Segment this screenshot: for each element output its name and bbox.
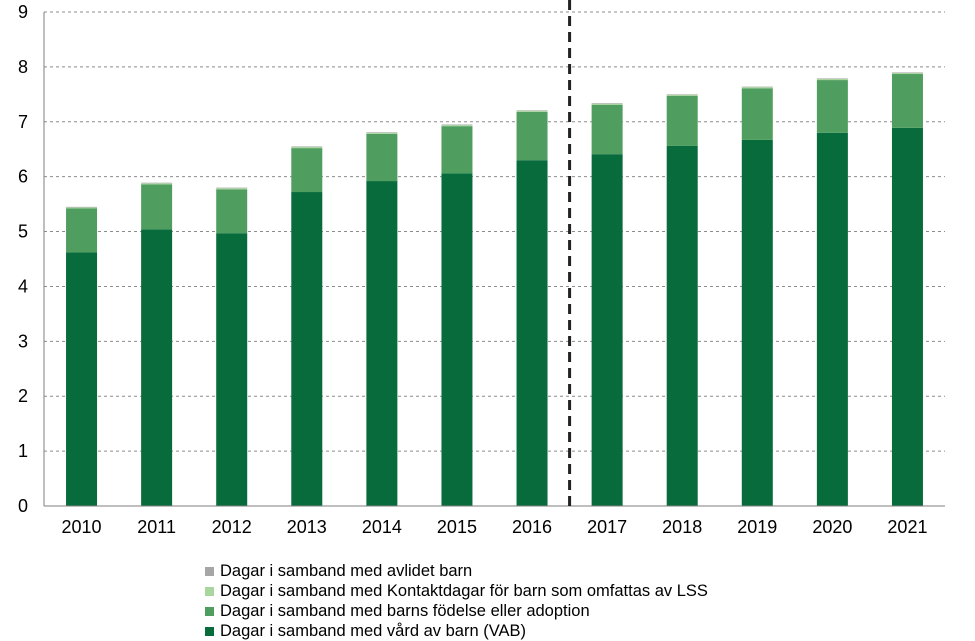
- bar-segment: [216, 189, 248, 234]
- bar-segment: [216, 187, 248, 189]
- bar-segment: [216, 188, 248, 190]
- bar-segment: [591, 154, 623, 506]
- bar-segment: [891, 127, 923, 506]
- bar-segment: [66, 207, 98, 209]
- legend-swatch: [205, 586, 214, 596]
- y-tick-label: 5: [18, 222, 28, 242]
- x-tick-label: 2013: [287, 517, 327, 537]
- bar-segment: [816, 132, 848, 506]
- legend-label: Dagar i samband med avlidet barn: [220, 561, 473, 580]
- bars: [66, 72, 923, 507]
- x-tick-label: 2012: [212, 517, 252, 537]
- bar-segment: [291, 148, 323, 193]
- bar-segment: [441, 173, 473, 506]
- legend-swatch: [205, 606, 214, 616]
- bar-segment: [666, 94, 698, 96]
- bar-segment: [741, 87, 773, 89]
- bar-segment: [366, 132, 398, 133]
- bar-segment: [441, 126, 473, 174]
- bar-segment: [816, 80, 848, 133]
- tick-labels: 0 1 2 3 4 5 6 7 8 9 2010 2011 2012 2013 2014 2015 2016 20…: [18, 2, 927, 537]
- axes: [43, 0, 945, 507]
- legend-item: Dagar i samband med vård av barn (VAB): [205, 621, 708, 641]
- x-tick-label: 2021: [887, 517, 927, 537]
- y-tick-label: 3: [18, 331, 28, 351]
- bar-segment: [591, 103, 623, 104]
- bar-segment: [441, 125, 473, 127]
- bar-segment: [741, 139, 773, 506]
- bar-segment: [216, 233, 248, 507]
- bar-segment: [141, 229, 173, 507]
- x-tick-label: 2017: [587, 517, 627, 537]
- bar-segment: [66, 252, 98, 506]
- bar-segment: [516, 110, 548, 112]
- legend-label: Dagar i samband med Kontaktdagar för bar…: [220, 581, 708, 600]
- bar-segment: [141, 184, 173, 230]
- bar-segment: [516, 110, 548, 111]
- bar-segment: [591, 104, 623, 155]
- bar-segment: [741, 88, 773, 140]
- bar-segment: [666, 95, 698, 146]
- x-tick-label: 2014: [362, 517, 402, 537]
- bar-segment: [891, 72, 923, 75]
- y-tick-label: 2: [18, 386, 28, 406]
- x-tick-label: 2016: [512, 517, 552, 537]
- legend-swatch: [205, 566, 214, 576]
- y-tick-label: 6: [18, 167, 28, 187]
- y-tick-label: 0: [18, 496, 28, 516]
- bar-segment: [666, 145, 698, 506]
- y-tick-label: 9: [18, 2, 28, 22]
- x-tick-label: 2011: [137, 517, 176, 537]
- x-tick-label: 2018: [662, 517, 702, 537]
- bar-segment: [516, 160, 548, 506]
- x-tick-label: 2010: [62, 517, 102, 537]
- x-tick-label: 2019: [737, 517, 777, 537]
- legend-label: Dagar i samband med vård av barn (VAB): [220, 621, 526, 640]
- bar-segment: [366, 181, 398, 506]
- bar-segment: [366, 133, 398, 182]
- x-tick-label: 2015: [437, 517, 477, 537]
- legend-item: Dagar i samband med Kontaktdagar för bar…: [205, 581, 708, 601]
- bar-segment: [291, 147, 323, 149]
- legend-item: Dagar i samband med avlidet barn: [205, 561, 708, 581]
- bar-segment: [441, 124, 473, 126]
- bar-segment: [291, 192, 323, 506]
- y-tick-label: 8: [18, 57, 28, 77]
- bar-segment: [816, 78, 848, 81]
- bar-segment: [366, 132, 398, 134]
- bar-segment: [66, 208, 98, 253]
- legend: Dagar i samband med avlidet barn Dagar i …: [205, 561, 708, 641]
- y-tick-label: 4: [18, 276, 28, 296]
- bar-segment: [741, 86, 773, 88]
- bar-segment: [666, 94, 698, 95]
- bar-segment: [891, 74, 923, 128]
- x-tick-label: 2020: [812, 517, 852, 537]
- y-tick-label: 1: [18, 441, 28, 461]
- gridlines: [44, 11, 945, 452]
- y-tick-label: 7: [18, 112, 28, 132]
- bar-segment: [516, 111, 548, 161]
- legend-label: Dagar i samband med barns födelse eller …: [220, 601, 590, 620]
- bar-segment: [291, 146, 323, 148]
- bar-segment: [141, 182, 173, 184]
- bar-segment: [816, 78, 848, 79]
- bar-segment: [141, 183, 173, 185]
- stacked-bar-chart: 0 1 2 3 4 5 6 7 8 9 2010 2011 2012 2013 2014 2015 2016 20…: [18, 0, 945, 537]
- legend-swatch: [205, 626, 214, 636]
- bar-segment: [591, 103, 623, 105]
- bar-segment: [66, 206, 98, 208]
- bar-segment: [891, 72, 923, 73]
- legend-item: Dagar i samband med barns födelse eller …: [205, 601, 708, 621]
